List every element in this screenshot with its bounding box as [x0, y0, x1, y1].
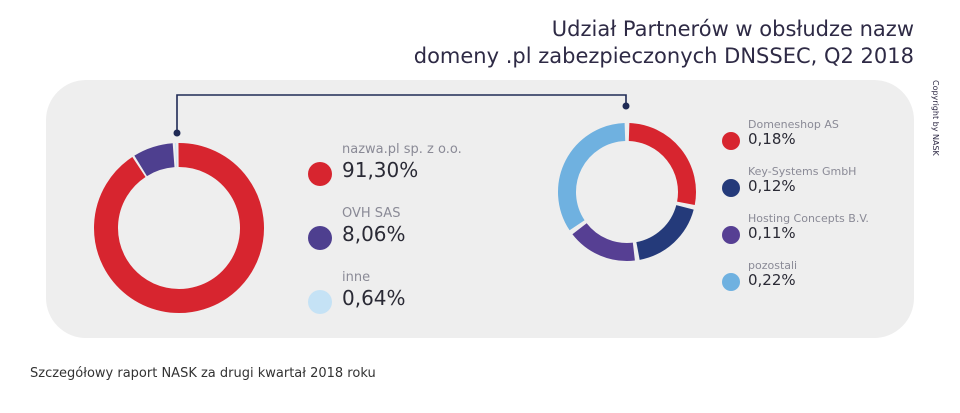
- donut-slice-main-2: [134, 143, 176, 177]
- legend-value: 91,30%: [342, 158, 419, 182]
- footer-note: Szczegółowy raport NASK za drugi kwartał…: [30, 366, 376, 381]
- legend-label: Domeneshop AS: [748, 118, 839, 131]
- legend-swatch: [308, 226, 332, 250]
- legend-label: nazwa.pl sp. z o.o.: [342, 142, 462, 157]
- donut-chart-detail: [558, 123, 696, 261]
- legend-swatch: [722, 179, 740, 197]
- legend-swatch: [308, 290, 332, 314]
- legend-label: Key-Systems GmbH: [748, 165, 857, 178]
- chart-title-line-2: domeny .pl zabezpieczonych DNSSEC, Q2 20…: [413, 44, 914, 68]
- legend-value: 0,22%: [748, 271, 796, 289]
- donut-slice-main-1: [94, 142, 264, 313]
- donut-slice-detail-2: [635, 204, 694, 260]
- legend-value: 0,64%: [342, 286, 406, 310]
- legend-swatch: [722, 273, 740, 291]
- connector-polyline: [176, 94, 627, 133]
- legend-value: 8,06%: [342, 222, 406, 246]
- legend-label: Hosting Concepts B.V.: [748, 212, 869, 225]
- donut-slice-detail-3: [572, 222, 635, 261]
- legend-swatch: [722, 132, 740, 150]
- legend-swatch: [722, 226, 740, 244]
- legend-value: 0,18%: [748, 130, 796, 148]
- legend-swatch: [308, 162, 332, 186]
- legend-label: pozostali: [748, 259, 798, 272]
- donut-slice-detail-1: [628, 123, 696, 205]
- chart-title-line-1: Udział Partnerów w obsłudze nazw: [551, 17, 914, 41]
- donut-chart-main: [94, 142, 264, 313]
- connector-dot-1: [173, 129, 181, 137]
- legend-value: 0,11%: [748, 224, 796, 242]
- chart-title: Udział Partnerów w obsłudze nazw domeny …: [414, 16, 914, 70]
- legend-label: OVH SAS: [342, 206, 401, 221]
- legend-label: inne: [342, 270, 371, 285]
- connector-line: [173, 94, 630, 137]
- legend-value: 0,12%: [748, 177, 796, 195]
- donut-slice-detail-4: [558, 123, 626, 231]
- connector-dot-2: [622, 102, 630, 110]
